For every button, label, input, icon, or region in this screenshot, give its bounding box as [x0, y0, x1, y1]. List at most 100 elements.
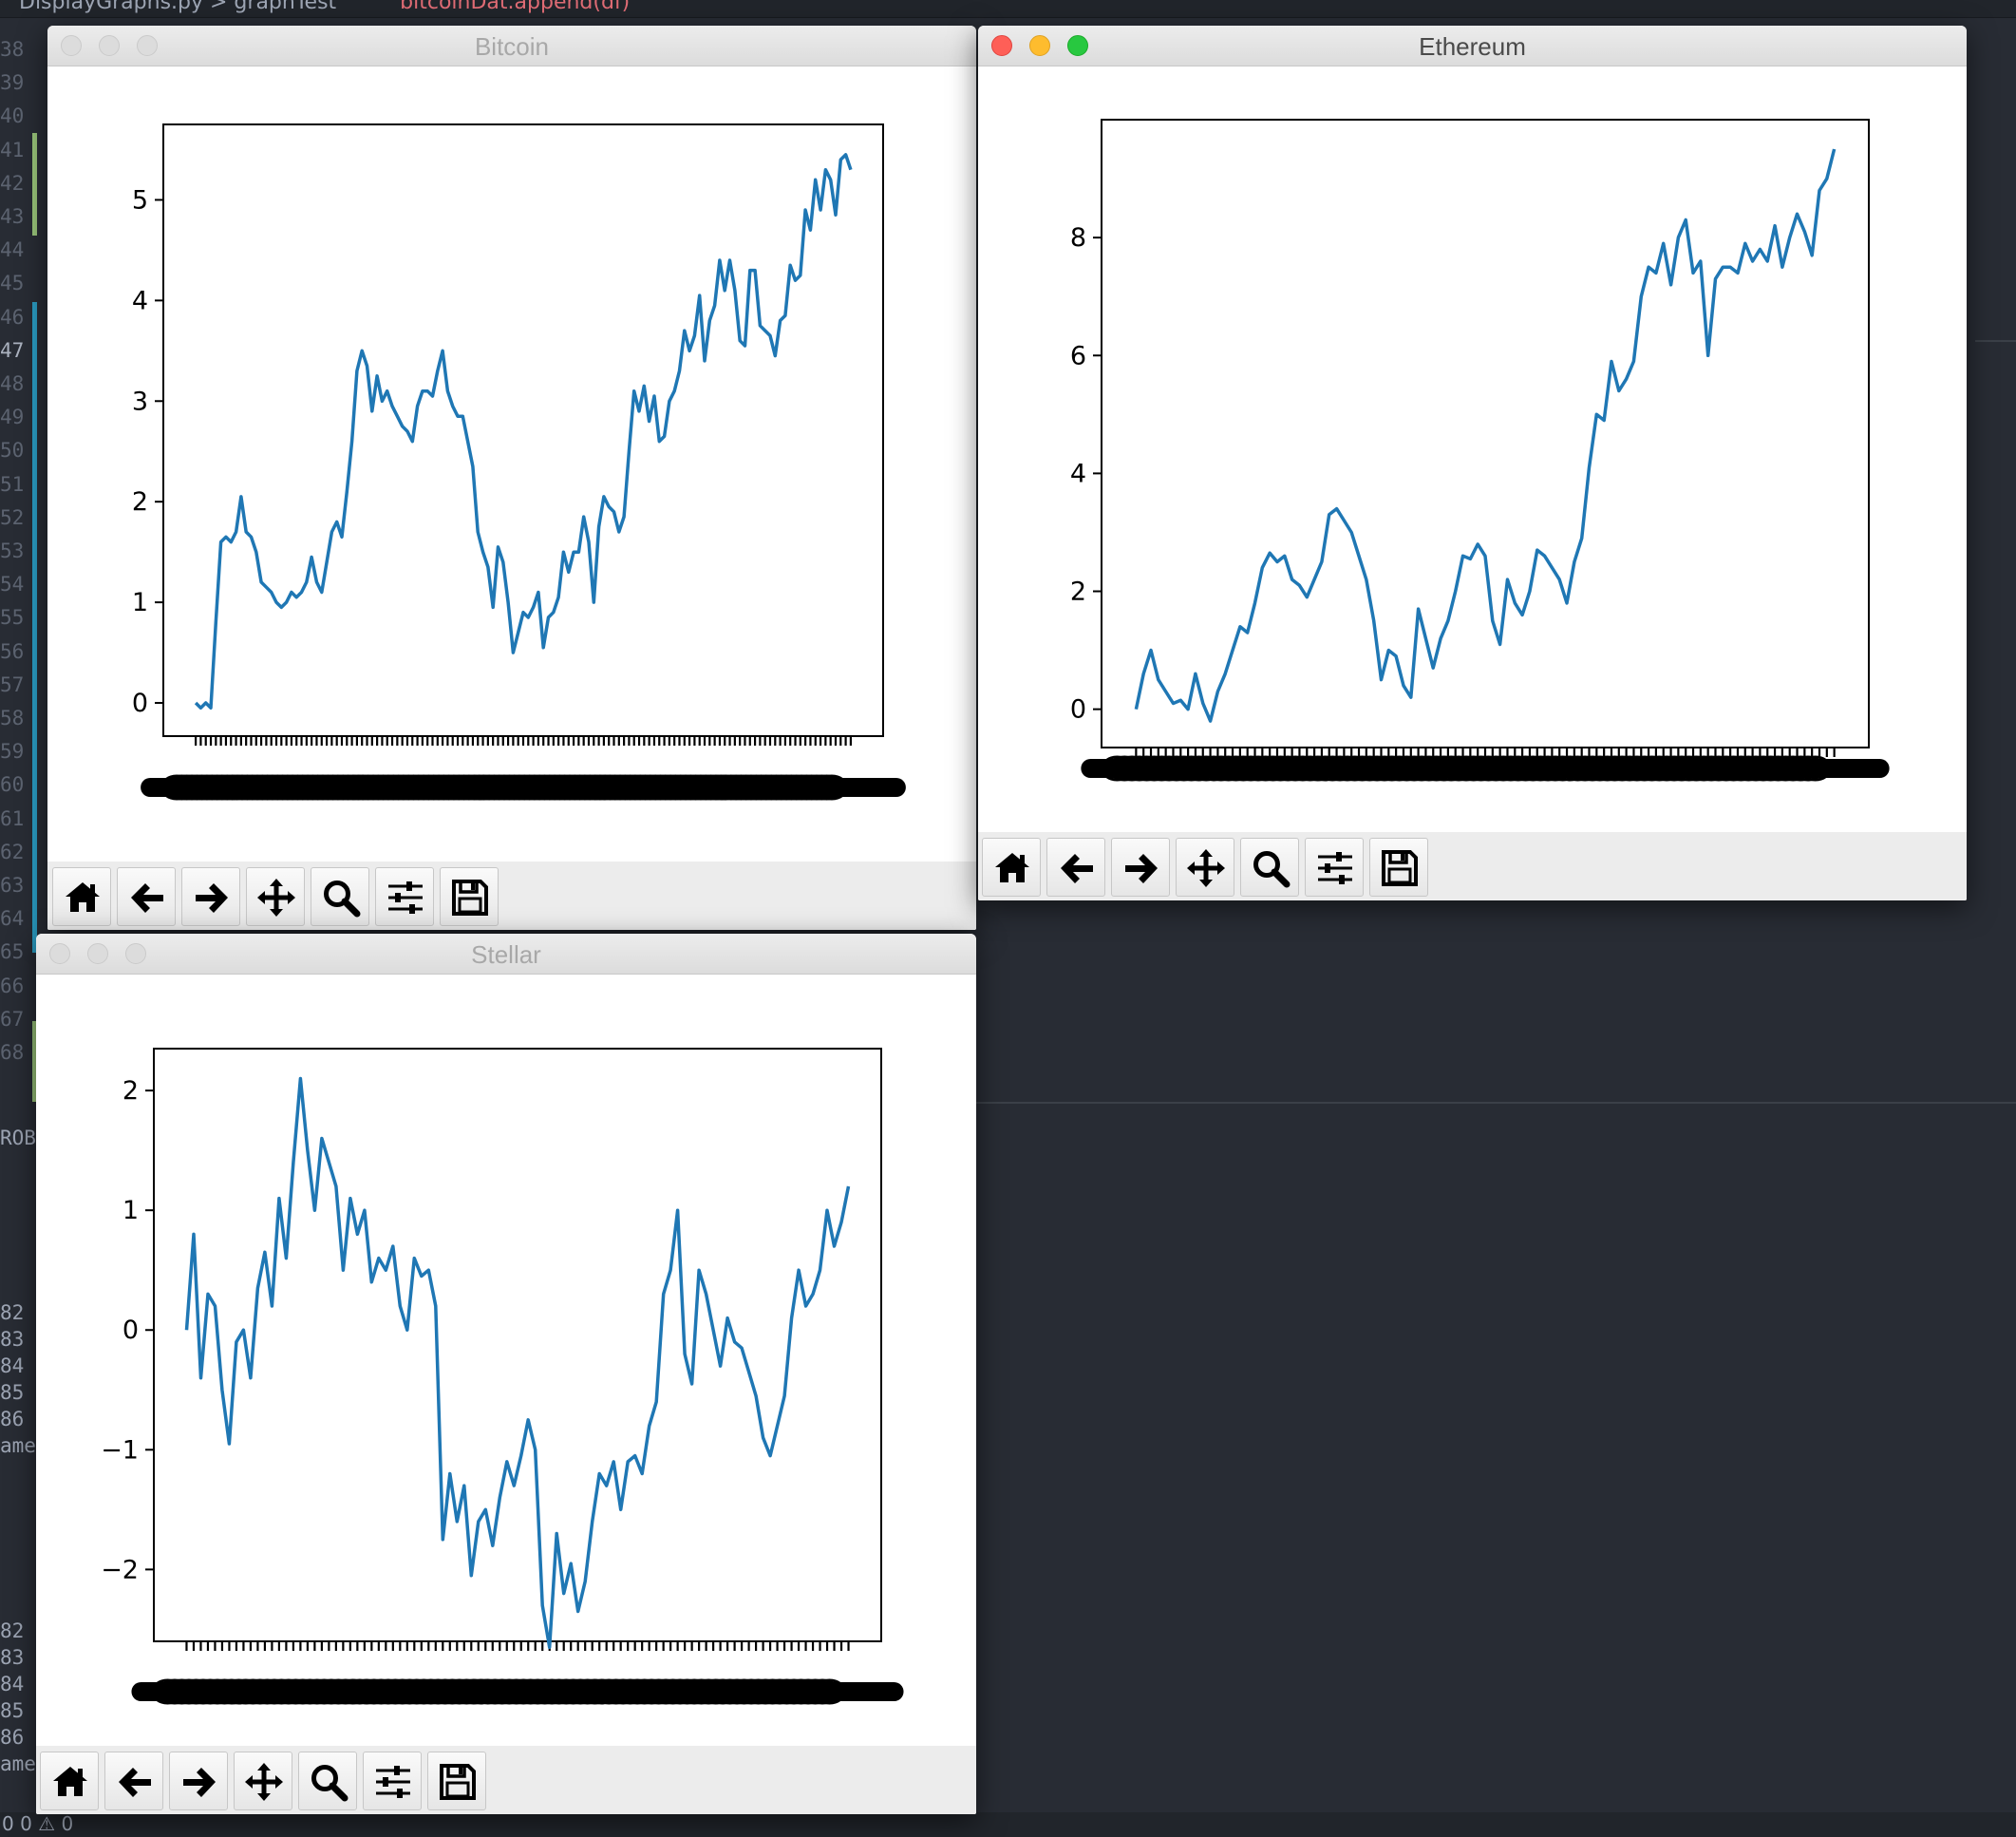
breadcrumb[interactable]: DisplayGraphs.py > graphTest [19, 0, 337, 14]
navigation-toolbar [47, 862, 976, 930]
zoom-icon [324, 881, 361, 918]
close-button[interactable] [61, 35, 82, 56]
stellar-window: Stellar −2 −1 0 1 2 [36, 934, 976, 1814]
terminal-line: ame [0, 1752, 36, 1775]
pan-button[interactable] [246, 867, 305, 926]
line-number: 39 [0, 71, 25, 95]
zoom-button[interactable] [298, 1752, 357, 1810]
forward-arrow-button[interactable] [181, 867, 240, 926]
window-titlebar[interactable]: Ethereum [978, 26, 1967, 66]
save-button[interactable] [440, 867, 499, 926]
problems-tab[interactable]: ROB [0, 1127, 36, 1149]
terminal-line: 85 [0, 1381, 25, 1404]
line-number: 58 [0, 707, 25, 729]
back-arrow-button[interactable] [117, 867, 176, 926]
home-button[interactable] [40, 1752, 99, 1810]
bitcoin-window: Bitcoin 0 1 2 3 4 5 [47, 26, 976, 930]
line-number: 60 [0, 773, 25, 797]
back-arrow-button[interactable] [1046, 838, 1105, 897]
line-number: 45 [0, 272, 25, 295]
x-tick-labels [141, 774, 906, 801]
series-line [1134, 148, 1837, 723]
y-tick-label: 8 [1070, 223, 1086, 253]
y-tick-label: −1 [101, 1435, 139, 1465]
y-tick-label: 3 [132, 387, 148, 416]
axes-frame [162, 123, 884, 737]
y-tick-label: 6 [1070, 341, 1086, 370]
window-titlebar[interactable]: Stellar [36, 934, 976, 975]
pan-button[interactable] [1176, 838, 1234, 897]
configure-subplots-icon [1318, 852, 1352, 884]
configure-subplots-button[interactable] [1305, 838, 1364, 897]
minimize-button[interactable] [1029, 35, 1050, 56]
configure-subplots-button[interactable] [375, 867, 434, 926]
forward-arrow-button[interactable] [169, 1752, 228, 1810]
y-tick-label: 4 [1070, 459, 1086, 488]
save-button[interactable] [1369, 838, 1428, 897]
maximize-button[interactable] [1067, 35, 1088, 56]
forward-arrow-button[interactable] [1111, 838, 1170, 897]
home-icon [53, 1767, 87, 1796]
pan-icon [257, 879, 295, 917]
x-tick-label [815, 774, 849, 801]
configure-subplots-icon [376, 1766, 410, 1798]
line-number: 59 [0, 740, 25, 764]
y-tick-label: 0 [122, 1316, 139, 1345]
minimize-button[interactable] [87, 943, 108, 964]
line-number: 42 [0, 171, 25, 195]
line-number: 52 [0, 505, 25, 529]
save-icon [1382, 850, 1418, 886]
back-arrow-button[interactable] [104, 1752, 163, 1810]
line-number: 46 [0, 305, 25, 329]
y-tick-label: 5 [132, 185, 148, 215]
save-button[interactable] [427, 1752, 486, 1810]
pan-button[interactable] [234, 1752, 292, 1810]
git-added-marker [32, 133, 37, 236]
code-fragment: bitcoinDat.append(df) [400, 0, 631, 14]
ethereum-window: Ethereum 0 2 4 6 8 [978, 26, 1967, 900]
line-number: 47 [0, 338, 25, 362]
panel-divider[interactable] [950, 1102, 2016, 1104]
minimize-button[interactable] [99, 35, 120, 56]
plot-canvas[interactable]: 0 1 2 3 4 5 [47, 66, 976, 862]
line-number: 50 [0, 439, 25, 463]
y-tick-label: −2 [101, 1555, 139, 1584]
terminal-line: 85 [0, 1699, 25, 1722]
x-tick-labels [131, 1678, 904, 1705]
maximize-button[interactable] [125, 943, 146, 964]
zoom-button[interactable] [311, 867, 369, 926]
close-button[interactable] [49, 943, 70, 964]
line-number: 53 [0, 540, 25, 562]
back-arrow-icon [119, 1768, 151, 1797]
configure-subplots-button[interactable] [363, 1752, 422, 1810]
x-ticks [1135, 748, 1836, 757]
plot-canvas[interactable]: 0 2 4 6 8 [978, 66, 1967, 830]
window-title: Stellar [471, 940, 541, 969]
window-titlebar[interactable]: Bitcoin [47, 26, 976, 66]
close-button[interactable] [991, 35, 1012, 56]
back-arrow-icon [1061, 854, 1093, 883]
status-counts[interactable]: 0 0 ⚠ 0 [2, 1812, 74, 1835]
line-number: 49 [0, 406, 25, 429]
navigation-toolbar [978, 832, 1967, 900]
zoom-icon [1253, 851, 1291, 888]
back-arrow-icon [131, 883, 163, 913]
line-number: 66 [0, 974, 25, 997]
home-button[interactable] [52, 867, 111, 926]
zoom-icon [311, 1765, 349, 1802]
line-number: 38 [0, 38, 25, 61]
y-tick-label: 1 [122, 1196, 139, 1225]
home-button[interactable] [982, 838, 1041, 897]
save-icon [440, 1764, 476, 1800]
series-line [194, 153, 853, 710]
y-tick-label: 0 [132, 689, 148, 718]
zoom-button[interactable] [1240, 838, 1299, 897]
line-number: 67 [0, 1007, 25, 1031]
plot-canvas[interactable]: −2 −1 0 1 2 [36, 974, 976, 1745]
line-number: 64 [0, 907, 25, 931]
x-ticks [195, 736, 852, 746]
terminal-line: 82 [0, 1619, 25, 1642]
maximize-button[interactable] [137, 35, 158, 56]
y-tick-label: 2 [122, 1076, 139, 1106]
x-tick-label [813, 1678, 847, 1705]
